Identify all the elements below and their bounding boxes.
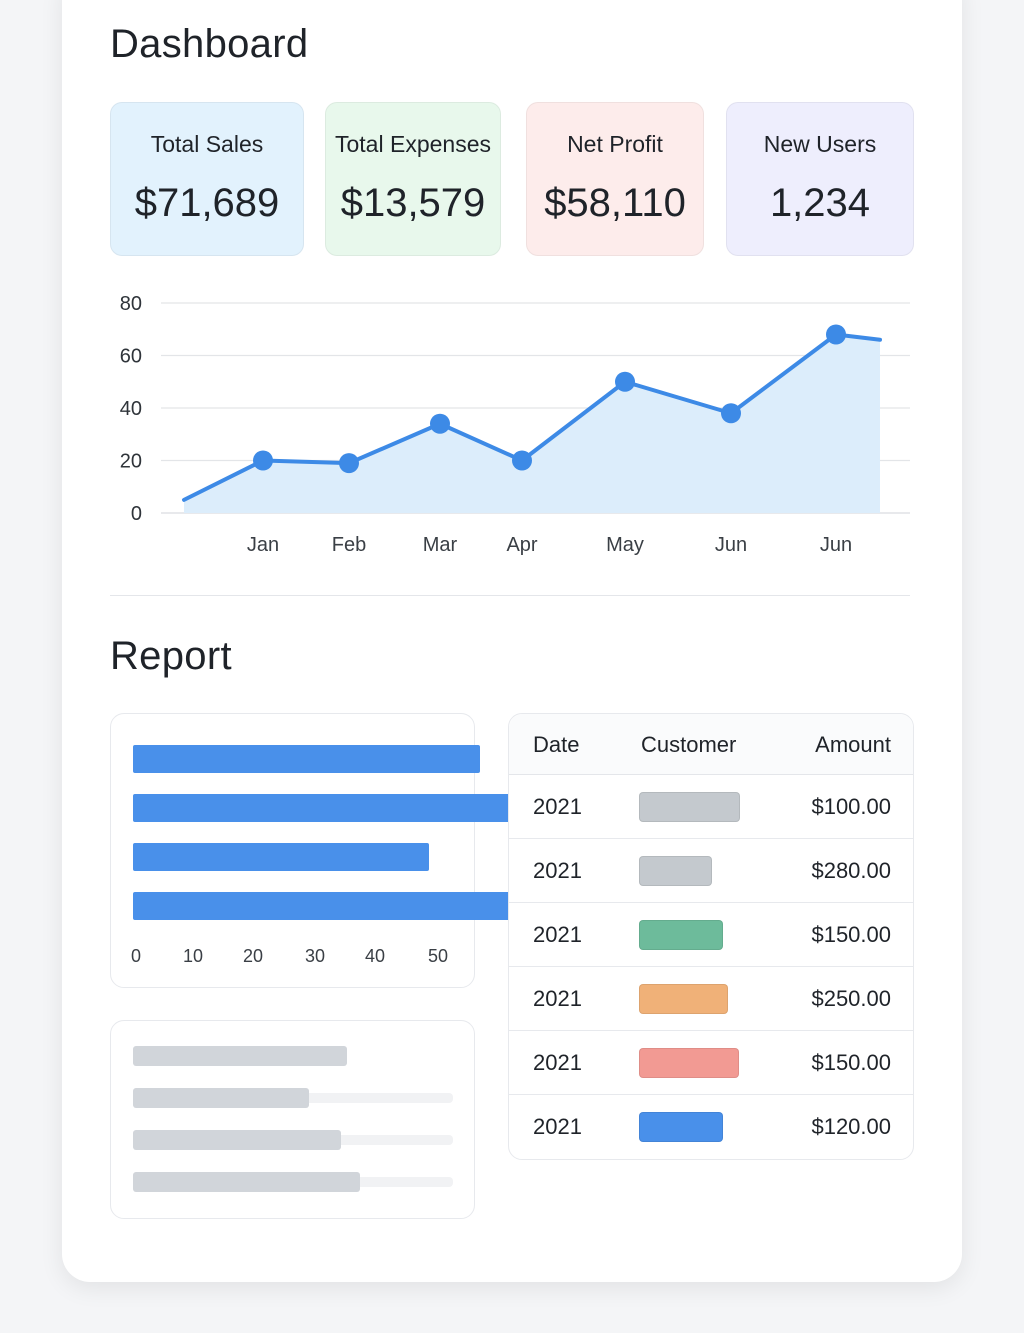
y-tick-label: 60 xyxy=(120,346,142,368)
row-date: 2021 xyxy=(533,1114,582,1139)
stat-label: Total Sales xyxy=(150,131,264,157)
column-header-customer[interactable]: Customer xyxy=(641,732,737,757)
row-date: 2021 xyxy=(533,986,582,1011)
table-row[interactable]: 2021 $120.00 xyxy=(509,1094,913,1158)
stat-label: Net Profit xyxy=(567,131,663,157)
customer-chip xyxy=(639,984,728,1014)
row-amount: $280.00 xyxy=(811,858,891,883)
table-header: Date Customer Amount xyxy=(509,714,913,775)
x-tick-label: Jun xyxy=(715,534,747,556)
skeleton-line xyxy=(133,1088,309,1108)
row-amount: $120.00 xyxy=(811,1114,891,1139)
skeleton-line xyxy=(133,1172,361,1192)
x-tick-label: 10 xyxy=(182,946,204,966)
y-tick-label: 80 xyxy=(120,293,142,315)
stat-value: 1,234 xyxy=(769,181,871,225)
x-tick-label: 30 xyxy=(304,946,326,966)
x-tick-label: 20 xyxy=(242,946,264,966)
row-amount: $150.00 xyxy=(811,922,891,947)
customer-chip xyxy=(639,920,723,950)
table-row[interactable]: 2021 $280.00 xyxy=(509,838,913,903)
column-header-amount[interactable]: Amount xyxy=(815,732,891,757)
column-header-date[interactable]: Date xyxy=(533,732,580,757)
data-point[interactable] xyxy=(721,403,741,424)
skeleton-list-panel xyxy=(110,1020,475,1219)
customer-chip xyxy=(639,792,740,822)
stat-value: $13,579 xyxy=(340,181,486,225)
customer-chip xyxy=(639,856,712,886)
chart-area-fill xyxy=(184,334,880,513)
stat-card-net-profit[interactable]: Net Profit $58,110 xyxy=(526,102,704,256)
customer-chip xyxy=(639,1112,723,1142)
y-tick-label: 40 xyxy=(120,398,142,420)
y-tick-label: 0 xyxy=(131,503,142,525)
customer-chip xyxy=(639,1048,739,1078)
bar[interactable] xyxy=(133,745,480,773)
table-row[interactable]: 2021 $150.00 xyxy=(509,1030,913,1095)
section-divider xyxy=(110,595,910,596)
row-amount: $150.00 xyxy=(811,1050,891,1075)
x-tick-label: Apr xyxy=(506,534,537,556)
table-row[interactable]: 2021 $150.00 xyxy=(509,902,913,967)
x-tick-label: 0 xyxy=(130,946,142,966)
data-point[interactable] xyxy=(512,450,532,471)
skeleton-line xyxy=(133,1046,348,1066)
report-table: Date Customer Amount 2021 $100.00 2021 $280… xyxy=(508,713,914,1160)
stat-value: $58,110 xyxy=(544,181,686,225)
stat-label: Total Expenses xyxy=(335,131,491,157)
row-date: 2021 xyxy=(533,794,582,819)
x-tick-label: Jan xyxy=(247,534,279,556)
x-tick-label: Feb xyxy=(332,534,366,556)
stat-card-new-users[interactable]: New Users 1,234 xyxy=(726,102,914,256)
x-tick-label: May xyxy=(606,534,644,556)
bar[interactable] xyxy=(133,794,552,822)
stat-value: $71,689 xyxy=(134,181,280,225)
row-amount: $250.00 xyxy=(811,986,891,1011)
sales-line-chart: 0 20 40 60 80 Jan Feb Mar Apr May Jun Jun xyxy=(120,293,910,556)
x-tick-label: 50 xyxy=(427,946,449,966)
data-point[interactable] xyxy=(339,453,359,474)
bar[interactable] xyxy=(133,843,429,871)
data-point[interactable] xyxy=(253,450,273,471)
stat-card-total-expenses[interactable]: Total Expenses $13,579 xyxy=(325,102,501,256)
skeleton-line xyxy=(133,1130,341,1150)
row-date: 2021 xyxy=(533,1050,582,1075)
bar-chart-panel: 0 10 20 30 40 50 xyxy=(110,713,552,988)
row-date: 2021 xyxy=(533,922,582,947)
y-tick-label: 20 xyxy=(120,451,142,473)
table-row[interactable]: 2021 $100.00 xyxy=(509,774,913,839)
x-tick-label: 40 xyxy=(364,946,386,966)
data-point[interactable] xyxy=(615,371,635,392)
data-point[interactable] xyxy=(430,413,450,434)
x-tick-label: Mar xyxy=(423,534,458,556)
stat-card-total-sales[interactable]: Total Sales $71,689 xyxy=(110,102,304,256)
bar[interactable] xyxy=(133,892,552,920)
data-point[interactable] xyxy=(826,324,846,345)
dashboard-title: Dashboard xyxy=(110,22,309,66)
x-tick-label: Jun xyxy=(820,534,852,556)
table-row[interactable]: 2021 $250.00 xyxy=(509,966,913,1031)
stat-label: New Users xyxy=(763,131,877,157)
report-title: Report xyxy=(110,634,232,678)
row-date: 2021 xyxy=(533,858,582,883)
row-amount: $100.00 xyxy=(811,794,891,819)
